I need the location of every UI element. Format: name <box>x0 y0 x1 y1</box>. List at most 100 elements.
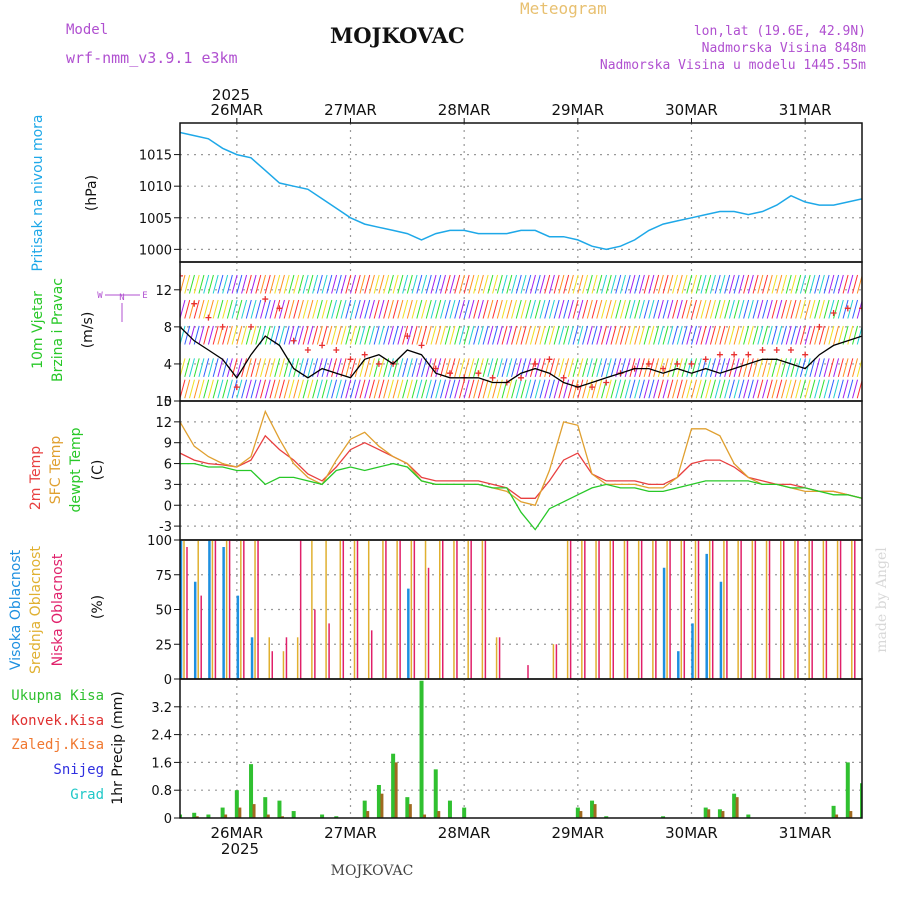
wind-barb <box>852 379 859 399</box>
wind-barb <box>766 325 773 345</box>
wind-barb <box>558 299 565 319</box>
wind-barb <box>572 274 579 294</box>
wind-barb <box>728 379 735 399</box>
precip-total-bar <box>391 753 396 818</box>
wind-barb <box>833 274 840 294</box>
wind-barb <box>638 325 645 345</box>
wind-barb <box>657 358 664 378</box>
wind-barb <box>345 325 352 345</box>
wind-barb <box>264 299 271 319</box>
wind-barb <box>297 274 304 294</box>
wind-barb <box>795 299 802 319</box>
wind-barb <box>676 274 683 294</box>
wind-barb <box>752 325 759 345</box>
wind-barb <box>477 325 484 345</box>
y-tick-label: 2.4 <box>151 729 172 744</box>
wind-barb <box>184 379 191 399</box>
wind-barb <box>241 358 248 378</box>
wind-barb <box>430 274 437 294</box>
precip-conv-bar <box>835 814 839 818</box>
wind-barb <box>795 325 802 345</box>
wind-barb <box>667 358 674 378</box>
wind-barb <box>828 274 835 294</box>
wind-barb <box>421 379 428 399</box>
wind-barb <box>345 274 352 294</box>
top-day-labels: 26MAR 27MAR 28MAR 29MAR 30MAR 31MAR <box>210 101 832 123</box>
wind-barb <box>354 379 361 399</box>
wind-barb <box>520 299 527 319</box>
wind-barb <box>473 299 480 319</box>
wind-barb <box>563 299 570 319</box>
wind-barb <box>278 358 285 378</box>
wind-barb <box>231 379 238 399</box>
wind-barb <box>492 358 499 378</box>
wind-barb <box>203 379 210 399</box>
wind-barb <box>226 358 233 378</box>
wind-barb <box>638 379 645 399</box>
wind-barb <box>624 358 631 378</box>
wind-barb <box>681 299 688 319</box>
wind-barb <box>724 299 731 319</box>
precip-total-bar <box>661 816 666 818</box>
y-tick-label: 0.8 <box>151 784 172 799</box>
wind-barb <box>193 379 200 399</box>
wind-barb <box>743 274 750 294</box>
wind-barb <box>762 274 769 294</box>
wind-barb <box>724 274 731 294</box>
wind-barb <box>463 379 470 399</box>
wind-barb <box>757 379 764 399</box>
wind-barb <box>686 325 693 345</box>
wind-barb <box>601 299 607 319</box>
wind-barb <box>212 299 219 319</box>
wind-barb <box>790 299 797 319</box>
precip-total-bar <box>845 762 850 818</box>
wind-barb <box>766 299 773 319</box>
wind-barb <box>757 274 764 294</box>
wind-barb <box>818 325 825 345</box>
wind-barb <box>648 358 655 378</box>
wind-barb <box>548 325 555 345</box>
wind-barb <box>444 379 451 399</box>
wind-barb <box>672 299 679 319</box>
wind-barb <box>435 379 442 399</box>
y-tick-label: 0 <box>164 499 172 514</box>
gust-mark <box>645 360 652 367</box>
wind-barb <box>241 325 248 345</box>
wind-barb <box>458 325 465 345</box>
wind-barb <box>799 274 806 294</box>
wind-barb <box>293 299 300 319</box>
wind-barb <box>662 274 669 294</box>
wind-barb <box>274 379 281 399</box>
wind-barb <box>586 299 593 319</box>
wind-barb <box>188 379 195 399</box>
wind-barb <box>634 299 641 319</box>
wind-barb <box>373 299 380 319</box>
wind-barb <box>747 358 754 378</box>
wind-barb <box>468 299 475 319</box>
wind-barb <box>241 379 248 399</box>
wind-barb <box>847 299 854 319</box>
wind-barb <box>823 379 830 399</box>
top-day-label: 28MAR <box>438 101 491 119</box>
year-bottom: 2025 <box>221 840 259 858</box>
wind-barb <box>534 325 541 345</box>
wind-barb <box>278 299 285 319</box>
wind-barb <box>653 358 660 378</box>
wind-barb <box>809 358 816 378</box>
precip-total-bar <box>180 814 182 818</box>
wind-barb <box>501 299 508 319</box>
wind-barb <box>416 358 423 378</box>
wind-barb <box>440 379 446 399</box>
precip-conv-bar <box>238 807 242 818</box>
wind-barb <box>473 274 480 294</box>
wind-barb <box>307 379 314 399</box>
wind-barb <box>331 325 338 345</box>
wind-barb <box>364 358 371 378</box>
wind-barb <box>212 325 219 345</box>
wind-barb <box>378 379 385 399</box>
compass-north: N <box>119 293 124 303</box>
wind-barb <box>818 274 825 294</box>
wind-barb <box>601 274 607 294</box>
wind-barb <box>567 299 574 319</box>
wind-barb <box>511 299 518 319</box>
